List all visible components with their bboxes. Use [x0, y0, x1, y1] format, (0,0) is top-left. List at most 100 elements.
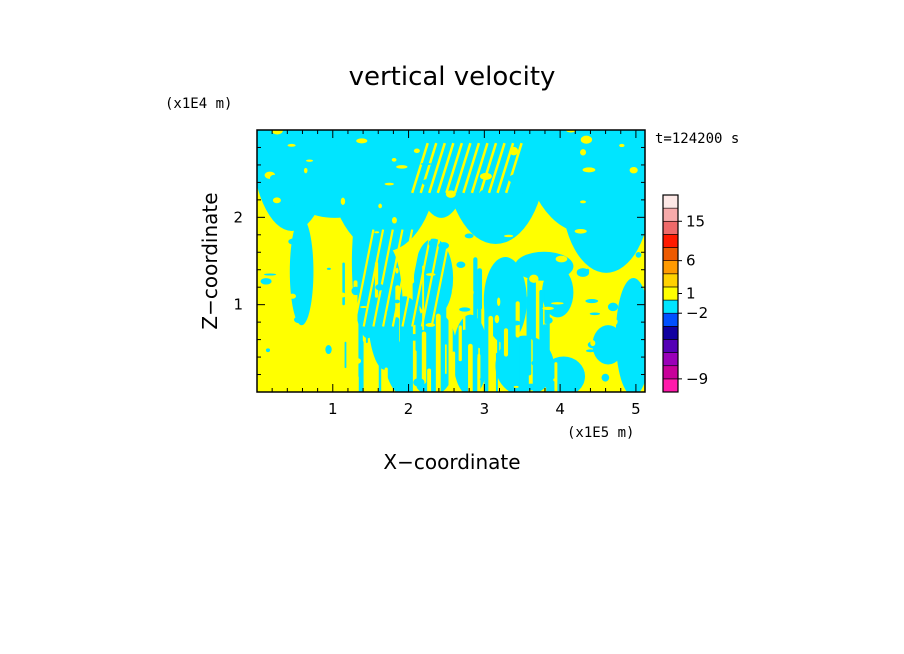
- colorbar-level: [662, 299, 679, 314]
- negative-region: [561, 130, 645, 273]
- field-speckle: [437, 219, 448, 226]
- colorbar-label: 15: [686, 212, 705, 230]
- negative-streak: [477, 287, 482, 349]
- field-speckle: [258, 387, 265, 392]
- wave-crest: [445, 142, 464, 194]
- field-speckle: [585, 349, 596, 353]
- field-speckle: [564, 345, 568, 349]
- y-scale-label: (x1E4 m): [165, 96, 232, 112]
- field-speckle: [589, 312, 601, 316]
- wave-crest: [487, 142, 506, 194]
- field-speckle: [508, 174, 522, 183]
- field-speckle: [623, 363, 635, 370]
- field-speckle: [525, 383, 537, 391]
- field-speckle: [265, 348, 271, 353]
- field-speckle: [306, 159, 314, 162]
- field-speckle: [445, 190, 456, 198]
- y-axis-label: Z−coordinate: [198, 192, 222, 329]
- field-speckle: [351, 286, 361, 296]
- colorbar-level: [662, 312, 679, 327]
- field-speckle: [497, 137, 506, 141]
- colorbar-label: 6: [686, 252, 696, 270]
- positive-streak: [544, 288, 547, 324]
- wave-crest: [479, 142, 498, 194]
- field-speckle: [269, 174, 279, 182]
- field-speckle: [315, 320, 322, 327]
- field-speckle: [553, 378, 557, 382]
- positive-streak: [458, 325, 462, 362]
- field-speckle: [378, 203, 383, 209]
- field-speckle: [409, 333, 419, 341]
- field-speckle: [384, 182, 394, 186]
- x-tick-label: 2: [404, 400, 414, 418]
- field-speckle: [359, 306, 368, 309]
- negative-region: [514, 251, 574, 281]
- positive-streak: [395, 344, 400, 392]
- wave-crest: [419, 142, 438, 194]
- field-speckle: [261, 184, 269, 194]
- positive-streak: [495, 352, 498, 392]
- field-speckle: [530, 335, 534, 339]
- field-speckle: [294, 316, 304, 324]
- field-speckle: [275, 324, 282, 332]
- field-speckle: [386, 309, 395, 316]
- field-speckle: [571, 140, 580, 147]
- wave-crest: [372, 229, 394, 327]
- field-speckle: [325, 345, 332, 355]
- field-speckle: [267, 243, 278, 250]
- field-speckle: [605, 351, 617, 357]
- field-speckle: [310, 229, 318, 233]
- field-speckle: [396, 165, 408, 169]
- field-speckle: [517, 181, 521, 184]
- field-speckle: [461, 329, 467, 338]
- positive-streak: [344, 341, 347, 369]
- field-speckle: [533, 218, 545, 221]
- colorbar-level: [662, 220, 679, 235]
- field-speckle: [608, 317, 618, 326]
- wave-crest: [428, 142, 446, 194]
- positive-streak: [435, 313, 441, 392]
- wave-crest: [382, 229, 404, 327]
- negative-streak: [539, 289, 544, 362]
- field-speckle: [287, 143, 296, 147]
- field-speckle: [585, 298, 599, 304]
- field-speckle: [303, 167, 308, 174]
- axes: 1 2 3 4 5 1 2: [233, 130, 645, 418]
- colorbar-label: −9: [686, 370, 708, 388]
- field-speckle: [504, 234, 514, 238]
- field-speckle: [572, 242, 578, 246]
- field-speckle: [497, 297, 501, 307]
- field-speckle: [590, 340, 596, 347]
- field-speckle: [459, 307, 471, 312]
- field-speckle: [607, 302, 619, 312]
- field-speckle: [513, 385, 519, 388]
- field-speckle: [382, 181, 386, 185]
- field-speckle: [428, 240, 433, 247]
- field-speckle: [544, 150, 551, 156]
- field-speckle: [509, 269, 522, 278]
- field-speckle: [326, 318, 335, 327]
- field-speckle: [509, 320, 522, 326]
- negative-streak: [535, 364, 540, 392]
- field-speckle: [588, 153, 597, 159]
- colorbar-label: 1: [686, 285, 696, 303]
- field-speckle: [288, 238, 301, 245]
- field-speckle: [603, 291, 615, 299]
- field-speckle: [456, 261, 466, 268]
- negative-streak: [471, 259, 474, 297]
- field-speckle: [541, 371, 547, 380]
- positive-streak: [542, 324, 547, 371]
- field-speckle: [544, 317, 553, 324]
- field-speckle: [464, 233, 474, 239]
- field-speckle: [268, 301, 273, 307]
- wave-crest: [504, 142, 523, 194]
- field-speckle: [267, 187, 276, 195]
- negative-streak: [484, 296, 489, 392]
- field-speckle: [499, 259, 508, 265]
- positive-streak: [527, 277, 532, 376]
- negative-region: [615, 130, 644, 148]
- negative-streak: [477, 354, 481, 392]
- field-speckle: [601, 373, 610, 382]
- colorbar-level: [662, 247, 679, 261]
- field-speckle: [413, 148, 420, 154]
